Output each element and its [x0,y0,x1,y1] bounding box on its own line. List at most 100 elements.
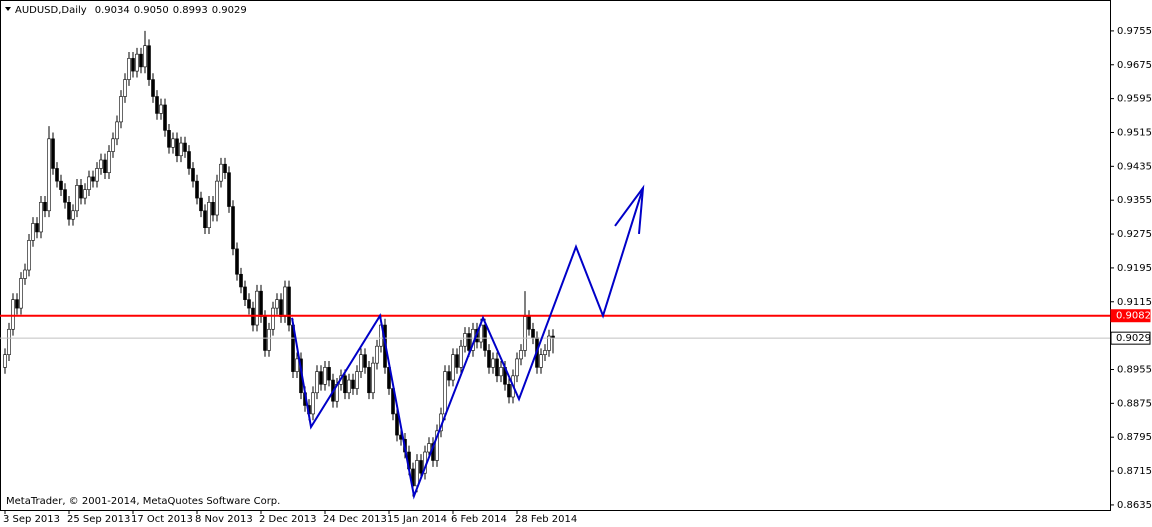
candle-body [351,379,355,389]
candle-body [363,354,367,368]
candle-body [419,460,423,474]
candle-body [167,130,171,148]
candle-body [175,138,179,157]
candle-body [187,151,191,169]
candle-body [515,358,519,377]
candle-body [295,358,299,372]
candle-body [283,286,287,317]
candle-body [447,371,451,381]
candle-body [103,159,107,173]
ohlc-label: 0.8993 [173,5,208,16]
candle-body [207,202,211,229]
candle-body [19,278,23,309]
x-tick-label: 28 Feb 2014 [515,514,577,525]
x-tick-label: 8 Nov 2013 [195,514,253,525]
candle-body [75,185,79,212]
y-tick-label: 0.9195 [1117,263,1152,274]
candle-body [327,367,331,381]
candle-body [519,350,523,360]
candle-body [7,328,11,355]
candle-body [427,443,431,453]
x-tick-label: 15 Jan 2014 [387,514,447,525]
candle-body [279,299,283,317]
candle-body [179,142,183,157]
candle-body [343,375,347,394]
candle-body [543,350,547,355]
candle-body [95,168,99,182]
candle-body [139,53,143,68]
candle-body [395,413,399,436]
price-level-label: 0.9082 [1116,311,1151,322]
candle-body [159,104,163,114]
candle-body [263,316,267,351]
candle-body [107,151,111,173]
price-level-label: 0.9029 [1116,333,1151,344]
x-tick-label: 25 Sep 2013 [67,514,130,525]
candle-body [459,345,463,368]
y-tick-label: 0.9755 [1117,26,1152,37]
candle-body [359,354,363,372]
candle-body [11,299,15,330]
menu-triangle[interactable] [5,7,11,11]
candle-body [547,335,551,351]
candle-body [3,354,7,368]
price-level-box [1110,309,1151,323]
candle-body [239,273,243,288]
candle-body [463,333,467,347]
zigzag-line [291,187,644,500]
candle-body [91,176,95,182]
candle-body [15,299,19,309]
candle-body [111,138,115,152]
candle-body [231,206,235,250]
candle-body [323,367,327,385]
candle-body [259,290,263,317]
candle-body [415,460,419,487]
candle-body [211,202,215,216]
candle-body [467,333,471,351]
candle-body [67,202,71,220]
y-tick-label: 0.8715 [1117,466,1152,477]
candle-body [127,58,131,80]
candle-body [487,350,491,368]
x-tick-label: 2 Dec 2013 [259,514,317,525]
candle-body [495,358,499,377]
x-tick-label: 17 Oct 2013 [131,514,193,525]
candle-body [267,328,271,351]
y-tick-label: 0.9675 [1117,60,1152,71]
candle-body [43,202,47,212]
candle-body [271,307,275,330]
candle-body [79,185,83,199]
y-tick-label: 0.9595 [1117,94,1152,105]
candle-body [435,430,439,461]
candle-body [531,328,535,339]
price-level-box [1110,331,1151,345]
candle-body [527,316,531,330]
candle-body [147,45,151,80]
candle-body [319,371,323,385]
candle-body [195,180,199,199]
candle-body [55,168,59,182]
candle-body [215,180,219,216]
candle-body [183,142,187,152]
candle-body [455,354,459,368]
candle-body [247,299,251,309]
candle-body [151,79,155,97]
candle-body [143,45,147,68]
candle-body [451,354,455,381]
candle-body [83,189,87,199]
x-tick-label: 3 Sep 2013 [3,514,60,525]
candle-body [227,172,231,207]
y-tick-label: 0.9275 [1117,229,1152,240]
y-tick-label: 0.9515 [1117,127,1152,138]
y-tick-label: 0.8635 [1117,500,1152,511]
candle-body [115,121,119,140]
candle-body [87,176,91,190]
ohlc-label: 0.9034 [95,5,130,16]
candle-body [39,202,43,233]
candle-body [23,269,27,279]
arrow-head [614,184,645,235]
candle-body [171,138,175,148]
candle-body [375,345,379,364]
candle-body [315,371,319,394]
